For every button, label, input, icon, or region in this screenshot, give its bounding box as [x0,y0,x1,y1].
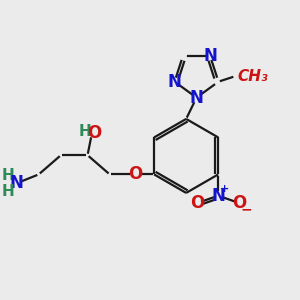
Text: H: H [2,167,15,182]
Text: N: N [168,73,182,91]
Text: O: O [232,194,247,212]
Text: O: O [190,194,204,212]
Text: O: O [128,165,142,183]
Text: N: N [190,88,203,106]
Text: O: O [87,124,101,142]
Text: N: N [203,47,217,65]
Text: −: − [240,202,252,216]
Text: N: N [10,174,23,192]
Text: +: + [220,184,229,194]
Text: CH₃: CH₃ [238,69,268,84]
Text: N: N [211,187,225,205]
Text: H: H [2,184,15,199]
Text: H: H [78,124,91,139]
